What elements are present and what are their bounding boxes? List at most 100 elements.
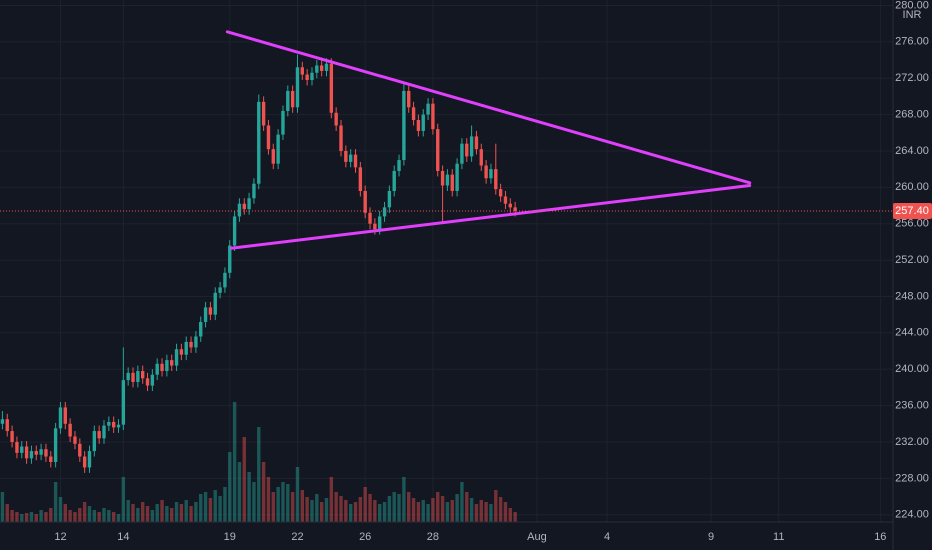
candle-body — [136, 371, 140, 382]
volume-bar — [58, 497, 63, 522]
candle-body — [378, 216, 382, 230]
volume-bar — [223, 487, 227, 522]
volume-bar — [126, 500, 130, 522]
candle-body — [247, 198, 251, 210]
volume-bar — [416, 502, 421, 522]
volume-bar — [276, 487, 280, 522]
volume-bar — [378, 504, 382, 522]
candle-body — [266, 125, 271, 150]
volume-bar — [436, 492, 440, 522]
volume-bar — [199, 494, 203, 522]
candle-body — [353, 154, 358, 168]
last-price-tag — [893, 202, 932, 219]
candle-body — [213, 292, 217, 315]
volume-bar — [237, 462, 242, 522]
candle-body — [261, 101, 266, 126]
volume-bar — [102, 508, 106, 522]
x-tick-label: 14 — [117, 531, 129, 543]
volume-bar — [87, 506, 92, 522]
candle-body — [402, 90, 406, 161]
volume-bar — [150, 510, 155, 522]
candle-body — [63, 407, 67, 424]
volume-bar — [63, 504, 67, 522]
candle-body — [150, 374, 155, 386]
last-price-label: 257.40 — [895, 205, 929, 217]
candle-body — [102, 425, 106, 439]
volume-bar — [382, 502, 387, 522]
volume-bar — [111, 512, 116, 522]
volume-bar — [203, 492, 208, 522]
volume-bar — [53, 482, 58, 522]
volume-bar — [455, 494, 459, 522]
volume-bar — [421, 500, 425, 522]
candle-body — [334, 112, 338, 126]
volume-bar — [24, 513, 29, 522]
volume-bar — [261, 462, 266, 522]
volume-bar — [34, 514, 38, 522]
candle-body — [145, 378, 150, 386]
candle-body — [208, 307, 213, 315]
candle-body — [348, 154, 353, 162]
candle-body — [218, 287, 222, 293]
x-tick-label: Aug — [527, 531, 547, 543]
volume-bar — [339, 496, 343, 522]
candle-body — [184, 341, 188, 355]
y-tick-label: 248.00 — [895, 290, 929, 302]
candle-body — [5, 419, 9, 432]
candle-body — [179, 349, 184, 355]
volume-bar — [426, 504, 430, 522]
volume-bar — [15, 512, 19, 522]
candle-body — [315, 65, 319, 73]
volume-bar — [49, 508, 53, 522]
candle-body — [107, 421, 111, 426]
volume-bar — [271, 492, 275, 522]
candle-body — [20, 446, 24, 453]
volume-bar — [5, 504, 9, 522]
candle-body — [121, 380, 126, 425]
y-tick-label: 232.00 — [895, 436, 929, 448]
volume-bar — [155, 504, 159, 522]
candles — [0, 54, 517, 473]
candle-body — [24, 446, 29, 459]
x-tick-label: 28 — [427, 531, 439, 543]
y-tick-label: 268.00 — [895, 108, 929, 120]
candle-body — [373, 223, 377, 230]
y-tick-label: 280.00 — [895, 0, 929, 11]
candle-body — [339, 125, 343, 151]
volume-bar — [145, 506, 150, 522]
volume-bar — [208, 498, 213, 522]
volume-bar — [503, 502, 508, 522]
candle-body — [440, 170, 445, 186]
candle-body — [237, 203, 242, 217]
volume-bar — [353, 502, 358, 522]
volume-bar — [131, 504, 135, 522]
candle-body — [10, 431, 14, 442]
volume-bar — [68, 510, 72, 522]
candle-body — [116, 424, 121, 428]
y-tick-label: 260.00 — [895, 181, 929, 193]
candle-body — [368, 212, 372, 224]
candle-body — [445, 174, 450, 186]
candle-body — [387, 190, 392, 208]
volume-bar — [121, 477, 126, 522]
candle-body — [450, 174, 454, 191]
candle-body — [44, 449, 48, 457]
candle-body — [329, 63, 334, 113]
candle-body — [271, 149, 275, 164]
volume-bar — [358, 497, 363, 522]
volume-bar — [179, 504, 184, 522]
volume-bar — [373, 500, 377, 522]
candle-body — [174, 349, 179, 366]
candle-body — [82, 456, 87, 468]
volume-bar — [445, 502, 450, 522]
volume-bar — [228, 452, 232, 522]
volume-bar — [319, 502, 324, 522]
candle-body — [97, 431, 101, 439]
volume-bar — [348, 504, 353, 522]
candle-body — [382, 207, 387, 217]
volume-bar — [402, 477, 406, 522]
volume-bar — [174, 502, 179, 522]
volume-bar — [305, 497, 309, 522]
candle-body — [203, 307, 208, 322]
